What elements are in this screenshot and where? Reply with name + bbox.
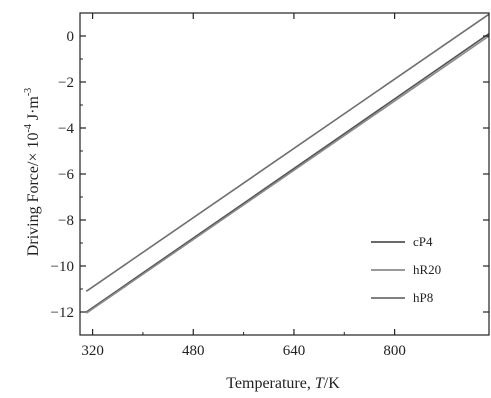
y-axis-label: Driving Force/× 10-4 J·m-3 [23,88,42,256]
x-tick-label: 640 [283,343,306,359]
plot-frame [79,12,490,336]
y-axis-label-times: × [25,153,42,162]
series-line-hr20 [85,35,490,314]
legend: cP4 hR20 hP8 [371,234,441,305]
y-axis-label-exponent: -4 [23,124,34,132]
y-tick-label: −12 [51,305,74,321]
x-axis-label-prefix: Temperature, [226,375,315,392]
x-tick-label: 320 [81,343,104,359]
y-tick-label: 0 [67,29,75,45]
y-axis-label-unit-exponent: -3 [23,88,34,96]
x-axis-label-var: T [315,375,325,392]
x-tick-label: 800 [383,343,406,359]
series-line-hp8 [85,13,490,292]
legend-label-hr20: hR20 [413,262,441,277]
y-axis-label-unit: J·m [25,96,42,125]
series-line-cp4 [85,33,490,313]
x-axis-label: Temperature, T/K [226,375,340,392]
legend-label-hp8: hP8 [413,290,433,305]
legend-label-cp4: cP4 [413,234,433,249]
y-axis-label-prefix: Driving Force/ [25,161,42,256]
y-tick-label: −6 [58,167,74,183]
x-axis-label-suffix: /K [324,375,340,392]
y-axis-label-base: 10 [25,133,42,153]
plot-area [85,13,490,314]
y-tick-label: −8 [58,213,74,229]
x-tick-label: 480 [182,343,205,359]
y-tick-label: −2 [58,75,74,91]
axis-ticks: 320 480 640 800 0 −2 −4 −6 −8 −10 −12 [51,13,489,359]
y-tick-label: −4 [58,121,74,137]
y-tick-label: −10 [51,259,74,275]
